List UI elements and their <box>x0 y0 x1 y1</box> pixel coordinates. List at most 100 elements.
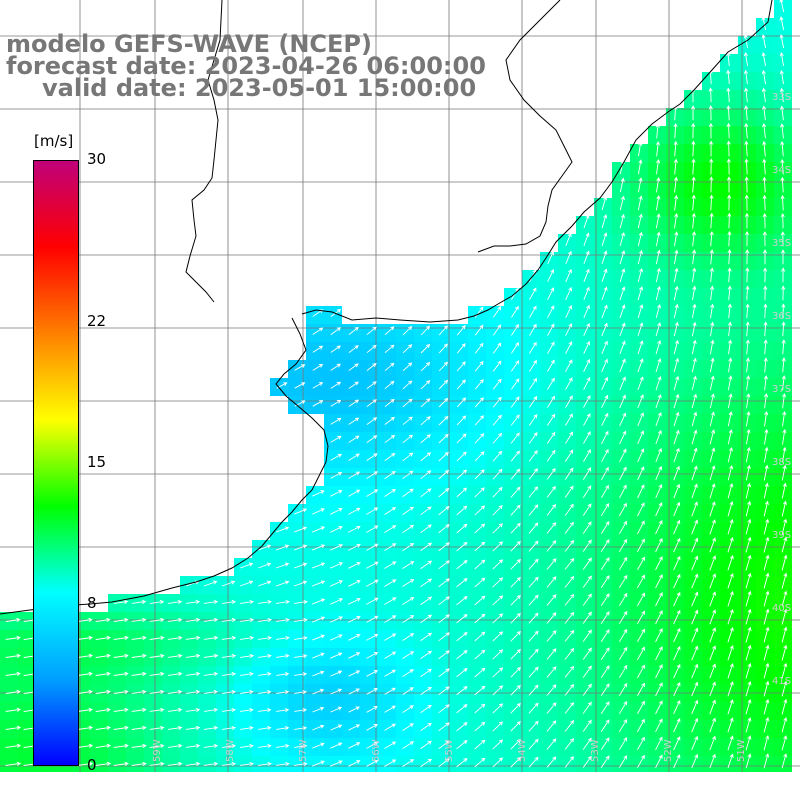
wind-arrow <box>726 140 731 157</box>
wind-arrow <box>744 87 749 103</box>
wind-arrow <box>529 323 537 336</box>
wind-arrow <box>529 341 537 354</box>
wind-arrow <box>781 735 788 751</box>
wind-arrow <box>564 449 574 462</box>
wind-arrow <box>564 647 575 660</box>
wind-arrow <box>420 380 431 390</box>
wind-arrow <box>384 561 397 569</box>
wind-arrow <box>780 123 785 139</box>
wind-arrow <box>745 753 752 769</box>
wind-arrow <box>582 593 592 606</box>
wind-arrow <box>510 612 521 624</box>
wind-arrow <box>673 140 678 157</box>
wind-arrow <box>781 357 786 373</box>
wind-arrow <box>366 381 377 389</box>
wind-arrow <box>203 580 218 587</box>
wind-arrow <box>474 757 486 768</box>
wind-arrow <box>77 689 93 694</box>
wind-arrow <box>745 608 752 625</box>
wind-arrow <box>763 753 770 769</box>
wind-arrow <box>131 689 147 694</box>
wind-arrow <box>600 575 610 588</box>
wind-arrow <box>692 267 697 283</box>
wind-arrow <box>529 287 537 300</box>
wind-arrow <box>510 360 520 372</box>
wind-arrow <box>384 362 395 372</box>
wind-arrow <box>113 671 129 676</box>
wind-arrow <box>763 716 770 733</box>
wind-arrow <box>492 577 504 588</box>
wind-arrow <box>492 685 504 696</box>
wind-arrow <box>709 555 717 571</box>
wind-arrow <box>330 381 342 389</box>
wind-arrow <box>745 644 752 661</box>
wind-arrow <box>691 573 699 589</box>
wind-arrow <box>619 195 625 211</box>
wind-arrow <box>673 158 678 175</box>
wind-arrow <box>619 322 626 337</box>
wind-arrow <box>167 689 183 694</box>
wind-arrow <box>384 452 396 462</box>
wind-arrow <box>782 410 787 427</box>
wind-arrow <box>420 325 431 336</box>
wind-arrow <box>582 575 592 588</box>
wind-arrow <box>167 743 183 748</box>
wind-arrow <box>257 617 273 623</box>
wind-arrow <box>95 743 112 748</box>
wind-arrow <box>221 725 236 731</box>
wind-arrow <box>258 707 272 713</box>
wind-arrow <box>655 231 661 247</box>
wind-arrow <box>492 739 504 750</box>
wind-arrow <box>348 634 361 641</box>
wind-arrow <box>600 611 610 624</box>
wind-arrow <box>673 465 680 481</box>
wind-arrow <box>781 446 787 463</box>
wind-arrow <box>761 87 766 103</box>
wind-arrow <box>601 340 608 354</box>
wind-arrow <box>655 502 663 517</box>
wind-arrow <box>294 743 308 749</box>
wind-arrow <box>601 250 608 265</box>
wind-arrow <box>131 671 147 676</box>
wind-arrow <box>673 285 679 301</box>
wind-arrow <box>727 429 733 445</box>
wind-arrow <box>492 613 504 624</box>
wind-arrow <box>709 140 714 157</box>
wind-arrow <box>673 754 681 769</box>
lat-label: 39S <box>772 530 791 541</box>
wind-arrow <box>637 556 645 571</box>
wind-arrow <box>402 741 415 749</box>
wind-arrow <box>763 680 770 697</box>
wind-arrow <box>781 321 786 337</box>
wind-arrow <box>781 285 786 301</box>
wind-arrow <box>745 285 750 301</box>
wind-arrow <box>438 451 449 462</box>
wind-arrow <box>258 562 272 569</box>
wind-arrow <box>744 105 749 121</box>
wind-arrow <box>456 650 468 660</box>
wind-arrow <box>763 572 770 589</box>
wind-arrow <box>366 417 378 425</box>
wind-arrow <box>546 413 556 426</box>
wind-arrow <box>384 759 397 767</box>
wind-arrow <box>637 231 643 247</box>
wind-arrow <box>601 448 609 463</box>
wind-arrow <box>239 635 255 641</box>
wind-arrow <box>619 286 626 301</box>
wind-arrow <box>528 414 538 426</box>
colorbar-tick-label: 15 <box>87 453 107 471</box>
wind-arrow <box>547 341 555 354</box>
wind-arrow <box>638 141 643 157</box>
lat-label: 35S <box>772 238 791 249</box>
wind-arrow <box>167 599 183 604</box>
wind-arrow <box>474 541 486 552</box>
wind-arrow <box>77 725 94 730</box>
wind-arrow <box>276 562 290 569</box>
wind-arrow <box>257 599 272 605</box>
wind-arrow <box>547 287 555 300</box>
wind-arrow <box>384 615 397 623</box>
wind-arrow <box>745 590 752 607</box>
wind-arrow <box>673 663 681 679</box>
wind-arrow <box>600 521 610 535</box>
wind-arrow <box>149 599 165 604</box>
